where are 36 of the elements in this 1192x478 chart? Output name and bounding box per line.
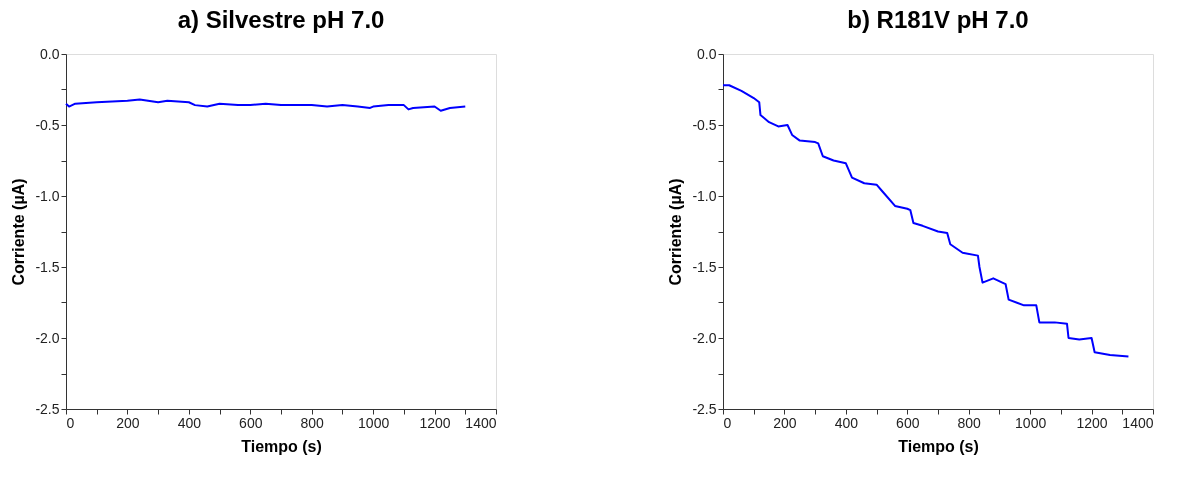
y-axis-title: Corriente (µA) bbox=[667, 178, 685, 286]
x-tick-label: 400 bbox=[834, 414, 859, 431]
line-series bbox=[722, 84, 1130, 358]
y-tick-label: -0.5 bbox=[35, 116, 60, 133]
x-tick-label: 200 bbox=[773, 414, 797, 431]
line-series bbox=[65, 98, 467, 112]
y-tick-label: -2.0 bbox=[35, 329, 60, 346]
y-axis-title: Corriente (µA) bbox=[10, 178, 28, 286]
x-tick-label: 1200 bbox=[419, 414, 451, 431]
y-tick-label: -1.5 bbox=[35, 258, 60, 275]
x-tick-label: 0 bbox=[723, 414, 732, 431]
x-tick-label: 1400 bbox=[1122, 414, 1154, 431]
y-tick-label: -2.0 bbox=[692, 329, 717, 346]
x-tick-label: 1400 bbox=[465, 414, 497, 431]
y-tick-label: -1.0 bbox=[35, 187, 60, 204]
x-axis-title: Tiempo (s) bbox=[898, 437, 979, 455]
y-tick-label: -1.0 bbox=[692, 187, 717, 204]
y-tick-label: -0.5 bbox=[692, 116, 717, 133]
x-tick-label: 600 bbox=[896, 414, 920, 431]
x-tick-label: 1000 bbox=[358, 414, 390, 431]
x-tick-label: 600 bbox=[239, 414, 263, 431]
x-tick-label: 0 bbox=[66, 414, 75, 431]
x-axis-title: Tiempo (s) bbox=[241, 437, 322, 455]
x-tick-label: 800 bbox=[957, 414, 982, 431]
y-tick-label: 0.0 bbox=[40, 45, 60, 62]
y-tick-label: -1.5 bbox=[692, 258, 717, 275]
x-tick-label: 1200 bbox=[1076, 414, 1108, 431]
x-tick-label: 800 bbox=[300, 414, 325, 431]
x-tick-label: 1000 bbox=[1015, 414, 1047, 431]
chart-title: a) Silvestre pH 7.0 bbox=[177, 6, 385, 33]
y-tick-label: -2.5 bbox=[692, 400, 717, 417]
y-tick-label: 0.0 bbox=[697, 45, 717, 62]
y-tick-label: -2.5 bbox=[35, 400, 60, 417]
x-tick-label: 400 bbox=[177, 414, 202, 431]
chart-title: b) R181V pH 7.0 bbox=[847, 6, 1029, 33]
x-tick-label: 200 bbox=[116, 414, 140, 431]
